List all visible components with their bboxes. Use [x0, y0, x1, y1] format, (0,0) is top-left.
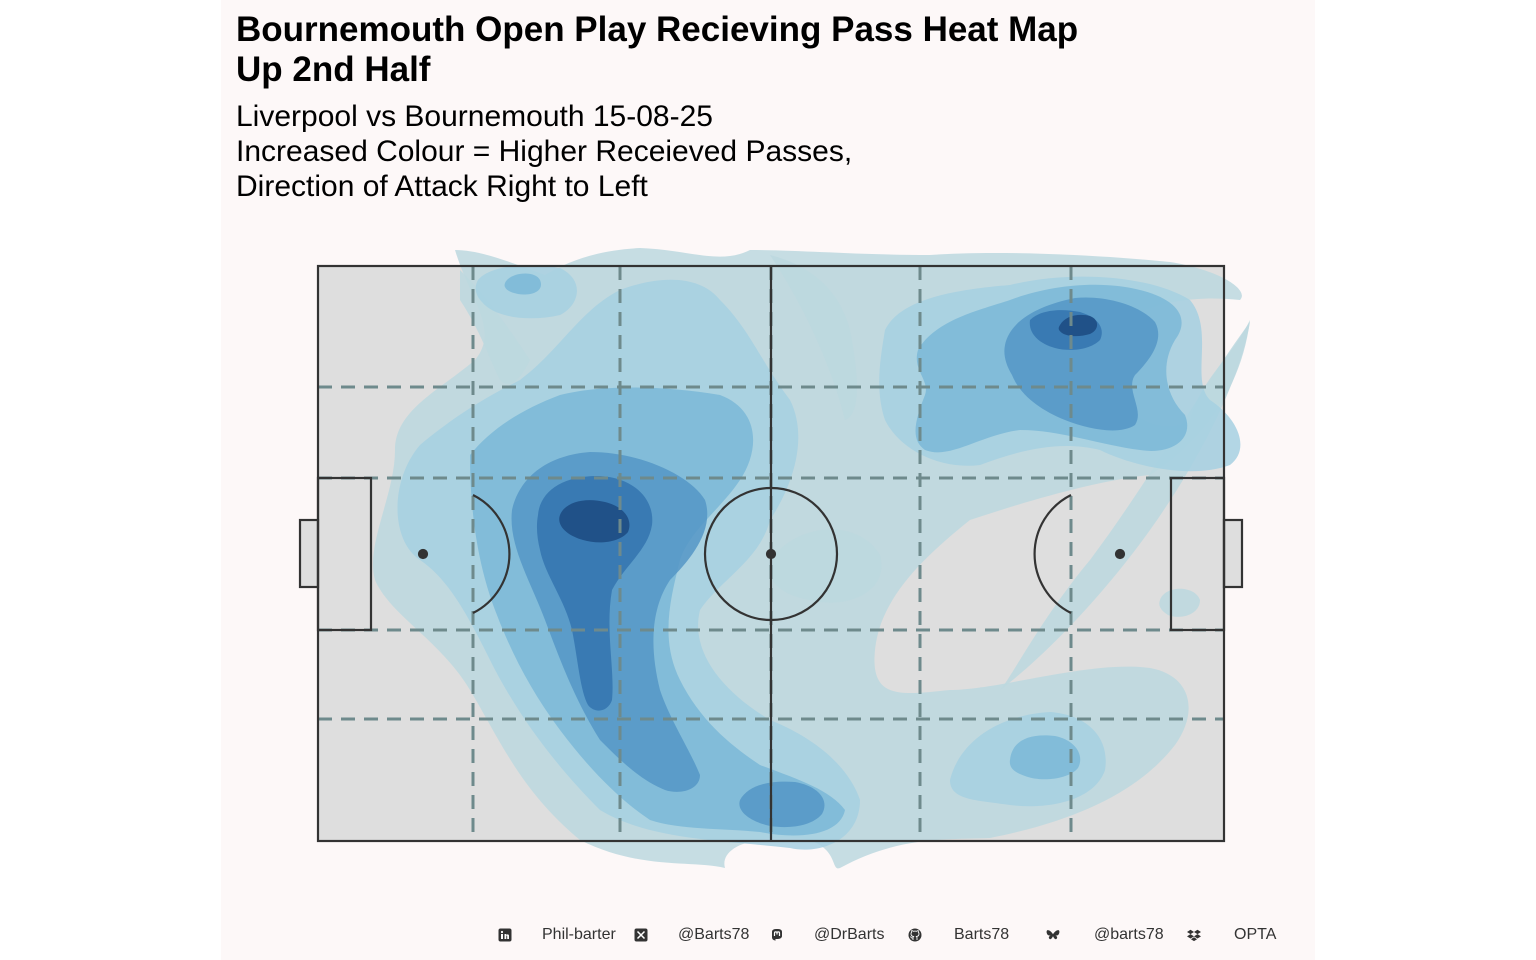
left-goal-fill [300, 520, 318, 587]
density-contour-level-3-top [504, 273, 541, 295]
density-contour-level-1-diagonal [1000, 322, 1250, 690]
linkedin-icon[interactable] [498, 928, 512, 942]
data-source-label: OPTA [1234, 926, 1277, 943]
title-line-1: Bournemouth Open Play Recieving Pass Hea… [236, 10, 1079, 49]
x-handle[interactable]: @Barts78 [678, 926, 750, 943]
centre-spot [765, 548, 777, 560]
left-penalty-spot [417, 548, 429, 560]
chart-subtitle: Liverpool vs Bournemouth 15-08-25 Increa… [236, 99, 1296, 204]
density-contour-level-1-ridge [770, 255, 857, 420]
density-contour-level-1-left-wedge [460, 270, 530, 384]
dropbox-icon[interactable] [1187, 928, 1201, 942]
mastodon-handle[interactable]: @DrBarts [814, 926, 885, 943]
github-handle[interactable]: Barts78 [954, 926, 1010, 943]
density-contour-level-6-right [1058, 314, 1098, 337]
linkedin-handle[interactable]: Phil-barter [542, 926, 616, 943]
pitch-markings [298, 264, 1244, 843]
density-contour-level-1-right [1159, 588, 1200, 617]
bluesky-handle[interactable]: @barts78 [1094, 926, 1164, 943]
x-icon[interactable] [634, 928, 648, 942]
density-contour-level-4-bottom [739, 781, 825, 828]
title-line-2: Up 2nd Half [236, 50, 431, 89]
subtitle-line-2: Increased Colour = Higher Receieved Pass… [236, 135, 853, 168]
bluesky-icon[interactable] [1046, 928, 1060, 942]
mastodon-icon[interactable] [770, 928, 784, 942]
centre-circle [703, 486, 839, 622]
right-goal [1222, 518, 1244, 589]
density-contour-level-1-center [769, 529, 882, 603]
density-contour-level-6 [559, 500, 630, 543]
density-layer [372, 248, 1250, 869]
density-contour-level-3-bottom [1009, 735, 1081, 780]
right-penalty-arc [1033, 494, 1072, 614]
subtitle-line-1: Liverpool vs Bournemouth 15-08-25 [236, 100, 713, 133]
right-penalty-spot [1114, 548, 1126, 560]
left-penalty-arc [472, 494, 511, 614]
footer-credits: Phil-barter @Barts78 @DrBarts Barts78 @b… [0, 924, 1536, 948]
left-goal [298, 518, 320, 589]
chart-title: Bournemouth Open Play Recieving Pass Hea… [236, 10, 1296, 90]
github-icon[interactable] [908, 928, 922, 942]
right-goal-fill [1224, 520, 1242, 587]
subtitle-line-3: Direction of Attack Right to Left [236, 170, 648, 203]
